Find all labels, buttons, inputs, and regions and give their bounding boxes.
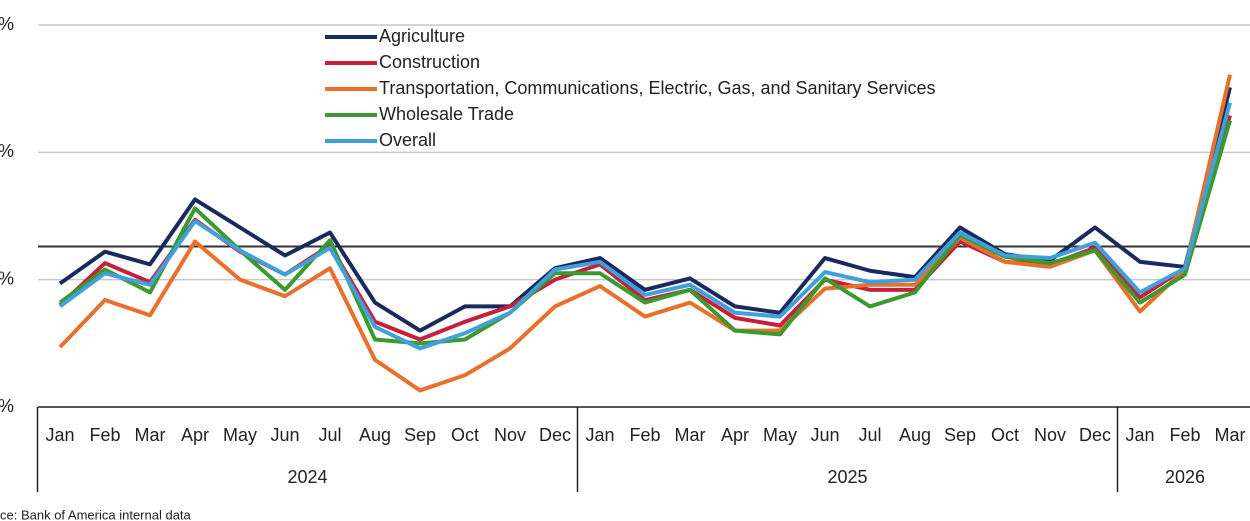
x-tick-label: Jun (270, 425, 299, 445)
y-tick-label: % (0, 268, 14, 288)
series-line (58, 114, 1232, 342)
legend-label: Wholesale Trade (379, 104, 514, 124)
x-tick-label: Feb (1169, 425, 1200, 445)
x-tick-label: May (223, 425, 257, 445)
x-tick-label: Nov (494, 425, 526, 445)
x-tick-label: Jan (1125, 425, 1154, 445)
x-tick-label: Mar (675, 425, 706, 445)
year-label: 2026 (1165, 467, 1205, 487)
x-tick-label: Dec (1079, 425, 1111, 445)
y-tick-label: % (0, 141, 14, 161)
x-tick-label: Jul (858, 425, 881, 445)
x-tick-label: Apr (181, 425, 209, 445)
series-line (58, 119, 1232, 346)
x-tick-label: Feb (629, 425, 660, 445)
x-tick-label: Aug (899, 425, 931, 445)
x-tick-label: Dec (539, 425, 571, 445)
x-tick-label: Jan (45, 425, 74, 445)
x-tick-label: Mar (1215, 425, 1246, 445)
legend-label: Transportation, Communications, Electric… (379, 78, 936, 98)
series-line (58, 102, 1232, 351)
x-tick-label: Oct (451, 425, 479, 445)
legend-label: Agriculture (379, 26, 465, 46)
x-tick-label: Sep (944, 425, 976, 445)
x-tick-label: Nov (1034, 425, 1066, 445)
x-tick-label: Jun (810, 425, 839, 445)
legend-label: Overall (379, 130, 436, 150)
y-tick-label: % (0, 14, 14, 34)
x-tick-label: Feb (89, 425, 120, 445)
source-note: ce: Bank of America internal data (0, 507, 192, 521)
x-tick-label: Apr (721, 425, 749, 445)
legend-label: Construction (379, 52, 480, 72)
series-line (58, 74, 1232, 393)
x-tick-label: Sep (404, 425, 436, 445)
y-tick-label: % (0, 396, 14, 416)
x-tick-label: Oct (991, 425, 1019, 445)
x-tick-label: Mar (135, 425, 166, 445)
x-tick-label: Aug (359, 425, 391, 445)
year-label: 2024 (287, 467, 327, 487)
x-tick-label: Jul (318, 425, 341, 445)
x-tick-label: May (763, 425, 797, 445)
x-tick-label: Jan (585, 425, 614, 445)
year-label: 2025 (827, 467, 867, 487)
